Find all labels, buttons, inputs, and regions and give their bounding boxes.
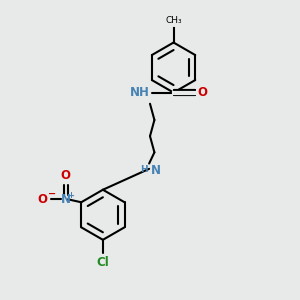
Text: +: + <box>68 191 74 200</box>
Text: NH: NH <box>130 86 150 99</box>
Text: O: O <box>198 86 208 99</box>
Text: N: N <box>61 193 70 206</box>
Text: N: N <box>151 164 160 177</box>
Text: H: H <box>140 165 148 174</box>
Text: CH₃: CH₃ <box>165 16 182 26</box>
Text: −: − <box>48 189 56 199</box>
Text: Cl: Cl <box>97 256 109 269</box>
Text: O: O <box>61 169 70 182</box>
Text: O: O <box>37 193 47 206</box>
